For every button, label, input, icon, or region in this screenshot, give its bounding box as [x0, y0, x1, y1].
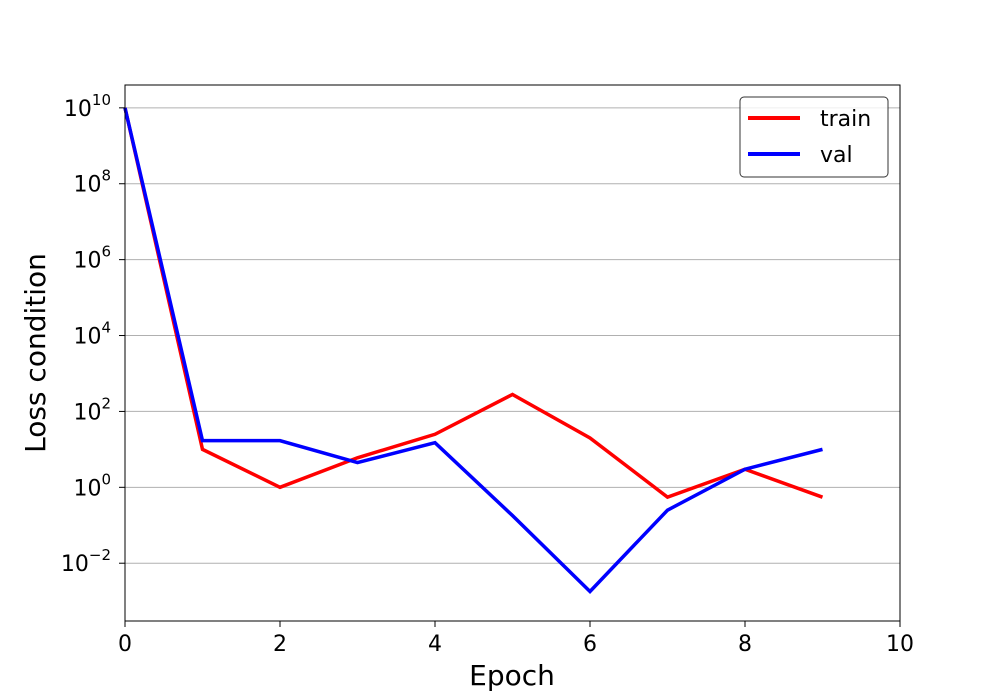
x-tick-label: 6 — [583, 632, 597, 657]
y-tick-label: 100 — [73, 470, 111, 501]
x-axis-label: Epoch — [469, 659, 555, 692]
y-tick-label: 106 — [73, 243, 111, 274]
series-line-val — [123, 107, 823, 594]
x-tick-label: 8 — [738, 632, 752, 657]
x-tick-label: 4 — [428, 632, 442, 657]
y-tick-label: 102 — [73, 394, 111, 425]
y-axis-label: Loss condition — [19, 253, 52, 453]
series-line-train — [123, 107, 824, 500]
y-tick-label: 1010 — [64, 91, 111, 122]
x-axis-ticks: 0 2 4 6 8 10 — [118, 621, 914, 657]
y-tick-label: 104 — [73, 319, 111, 350]
y-axis-ticks: 10−2 100 102 104 106 108 1010 — [61, 91, 125, 577]
series-lines — [123, 107, 824, 594]
x-tick-label: 0 — [118, 632, 132, 657]
x-tick-label: 2 — [273, 632, 287, 657]
legend-label-val: val — [820, 143, 853, 168]
y-tick-label: 10−2 — [61, 546, 111, 577]
plot-frame — [124, 84, 901, 622]
y-tick-label: 108 — [73, 167, 111, 198]
legend: train val — [739, 96, 889, 178]
x-tick-label: 10 — [886, 632, 914, 657]
legend-label-train: train — [820, 107, 871, 132]
